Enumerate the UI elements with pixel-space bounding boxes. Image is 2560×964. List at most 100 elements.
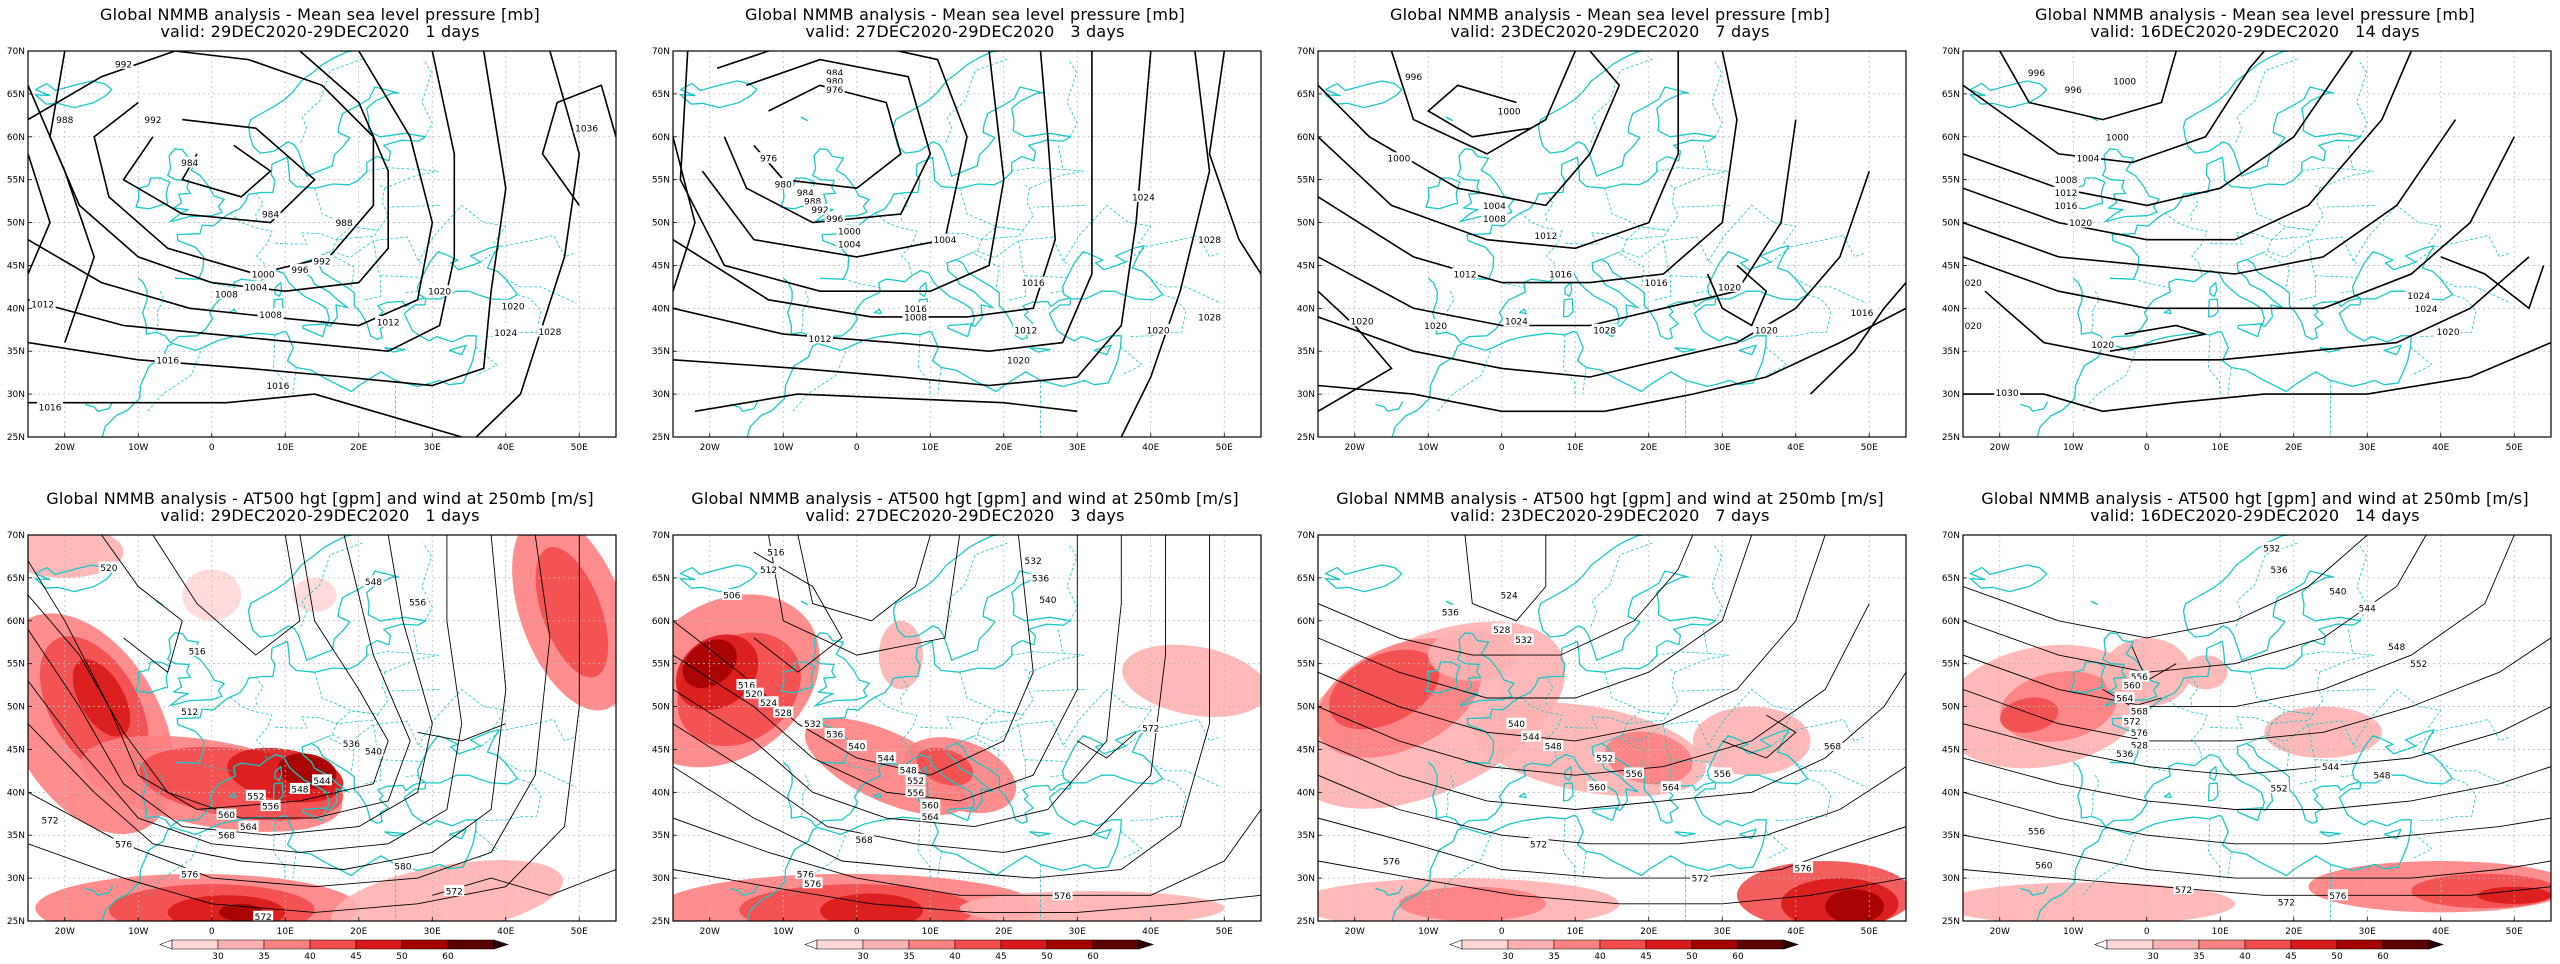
colorbar-segment [1046,939,1094,950]
coastline [2020,885,2049,896]
contour-label: 568 [218,832,235,842]
coastline [947,807,973,822]
contour-label: 1000 [1387,155,1410,165]
colorbar-label: 60 [442,952,454,962]
contour-label: 560 [2123,682,2140,692]
lat-tick-label: 55N [1297,660,1315,670]
wind-speed-area [959,890,1225,921]
contour-label: 576 [181,870,198,880]
contour-label: 1016 [39,403,62,413]
label-backing [2129,739,2150,751]
label-backing [836,225,863,237]
colorbar-end-high [493,939,509,950]
label-backing [898,764,919,776]
lat-tick-label: 35N [652,347,670,357]
country-border [918,818,931,879]
label-backing [1506,717,1527,729]
lon-tick-label: 10W [773,927,793,937]
label-backing [1491,623,1512,635]
label-backing [216,808,237,820]
coastline [2020,401,2049,412]
label-backing [257,308,284,320]
colorbar-segment [1461,939,1509,950]
height-contour [673,869,1261,913]
coastline [1969,80,2048,109]
contour-label: 576 [2329,892,2346,902]
label-backing [1712,767,1733,779]
isobar [28,51,375,275]
isobar [49,51,389,293]
panel-mslp-7d: Global NMMB analysis - Mean sea level pr… [1290,0,1930,480]
contour-label: 556 [1625,770,1642,780]
lon-tick-label: 0 [209,443,215,453]
map-area: 992 988 992 984 984 988 992 996 1000 1004 1008 1008… [28,51,616,437]
country-border [1795,762,1867,788]
label-backing [54,113,75,125]
lat-tick-label: 30N [7,390,25,400]
label-backing [2052,186,2079,198]
coastline [2036,245,2454,437]
country-border [1622,720,1713,749]
contour-label: 512 [760,566,777,576]
contour-label: 532 [804,720,821,730]
contour-labels: 5165125325365405065165205245285325365405… [721,546,1161,902]
country-border [384,629,439,673]
panel-z500-1d: Global NMMB analysis - AT500 hgt [gpm] a… [0,484,640,964]
lat-tick-label: 50N [1942,703,1960,713]
coastlines [1324,535,1809,921]
coastline [1518,792,1527,799]
country-border [981,710,1024,725]
wind-shading [1963,637,2551,921]
isobar [1963,341,2551,413]
country-border [229,696,273,760]
coastline [1391,729,1809,921]
country-border [2249,184,2324,231]
lon-tick-label: 10E [1567,927,1584,937]
country-border [156,291,165,333]
coastline [730,401,759,412]
colorbar-label: 40 [1594,952,1606,962]
label-backing [1481,212,1508,224]
lat-tick-label: 50N [7,703,25,713]
colorbar-label: 35 [2193,952,2204,962]
label-backing [1037,593,1058,605]
colorbar-segment [2244,939,2292,950]
contour-label: 984 [797,189,814,199]
contour-label: 1000 [838,228,861,238]
contour-label: 1030 [1996,389,2019,399]
label-backing [1030,571,1051,583]
axis-ticks: 70N 65N 60N 55N 50N 45N 40N 35N 30N 25N 20W 10W 0 10E… [1297,47,1878,453]
label-backing [795,867,816,879]
graticule [1963,535,2551,921]
label-backing [2122,679,2143,691]
contour-label: 544 [878,755,895,765]
label-backing [920,810,941,822]
country-border [417,204,507,262]
coastline [1592,807,1618,822]
isobar [2440,256,2545,310]
lon-tick-label: 10E [277,443,294,453]
country-border [2410,830,2433,860]
contour-label: 1020 [1147,326,1170,336]
colorbar-label: 30 [857,952,869,962]
label-backing [1503,315,1530,327]
isobar [1318,290,1393,412]
colorbar-segment [1507,939,1555,950]
label-backing [1140,722,1161,733]
label-backing [2173,883,2194,895]
contour-label: 548 [2388,643,2405,653]
isobar [1706,264,1768,327]
graticule [673,51,1261,437]
country-border [1025,759,1068,762]
wind-speed-area [2183,655,2228,690]
country-border [1765,830,1788,860]
lat-tick-label: 30N [1297,390,1315,400]
country-border [1011,167,1063,172]
contour-label: 976 [826,86,843,96]
country-border [918,334,931,395]
label-backing [2371,769,2392,781]
coastline [384,831,406,837]
country-border [336,710,379,725]
label-backing [536,325,563,337]
height-contour [673,535,1122,828]
